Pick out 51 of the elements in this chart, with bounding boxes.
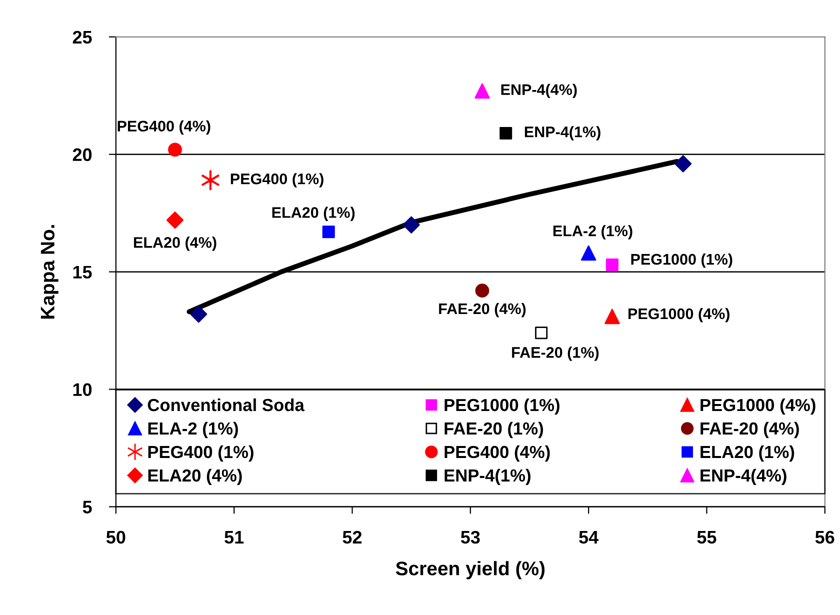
legend-label: Conventional Soda: [148, 398, 305, 412]
annotation: ENP-4(1%): [524, 126, 600, 140]
x-tick-label: 56: [815, 530, 834, 544]
x-tick-label: 51: [224, 531, 244, 544]
point: [535, 326, 548, 340]
point: [474, 83, 490, 99]
point: [166, 212, 184, 229]
point: [190, 306, 208, 323]
legend-label: ELA20 (4%): [148, 468, 242, 486]
annotation: PEG400 (1%): [230, 173, 324, 188]
annotation: PEG400 (4%): [118, 120, 210, 135]
y-tick-label: 25: [72, 30, 92, 44]
point: [500, 126, 512, 140]
legend-label: ELA20 (1%): [700, 445, 794, 462]
x-axis-title: Screen yield (%): [396, 561, 545, 580]
legend-label: PEG400 (1%): [148, 445, 254, 462]
y-tick-label: 15: [73, 266, 92, 279]
legend-label: ENP-4(1%): [444, 468, 530, 486]
point: [322, 226, 335, 238]
point: [402, 216, 420, 234]
legend-label: PEG1000 (4%): [700, 398, 816, 415]
x-tick-label: 55: [697, 531, 716, 544]
point: [580, 245, 596, 261]
legend-label: ENP-4(4%): [700, 468, 786, 486]
y-tick-label: 5: [82, 500, 92, 514]
y-tick-label: 10: [73, 383, 92, 396]
legend-label: FAE-20 (1%): [444, 422, 544, 438]
x-tick-label: 53: [460, 530, 480, 544]
legend-label: FAE-20 (4%): [700, 422, 799, 438]
point: [202, 170, 220, 190]
x-tick-label: 52: [342, 530, 362, 544]
x-tick-label: 54: [579, 531, 599, 544]
annotation: ELA20 (1%): [272, 206, 355, 221]
y-axis-title: Kappa No.: [40, 225, 58, 319]
y-tick-label: 20: [72, 148, 92, 162]
point: [674, 155, 692, 172]
legend-label: PEG400 (4%): [444, 445, 550, 462]
annotation: PEG1000 (4%): [628, 308, 730, 322]
point: [168, 142, 182, 157]
point: [604, 308, 620, 324]
annotation: FAE-20 (4%): [439, 302, 526, 318]
legend-label: PEG1000 (1%): [444, 398, 560, 415]
annotation: PEG1000 (1%): [631, 253, 732, 268]
annotation: ELA20 (4%): [134, 236, 216, 251]
annotation: ENP-4(4%): [501, 84, 577, 98]
legend-label: ELA-2 (1%): [148, 422, 238, 438]
x-tick-label: 50: [106, 530, 126, 544]
annotation: FAE-20 (1%): [512, 346, 599, 361]
point: [475, 284, 490, 298]
annotation: ELA-2 (1%): [553, 225, 632, 240]
point: [606, 258, 618, 272]
